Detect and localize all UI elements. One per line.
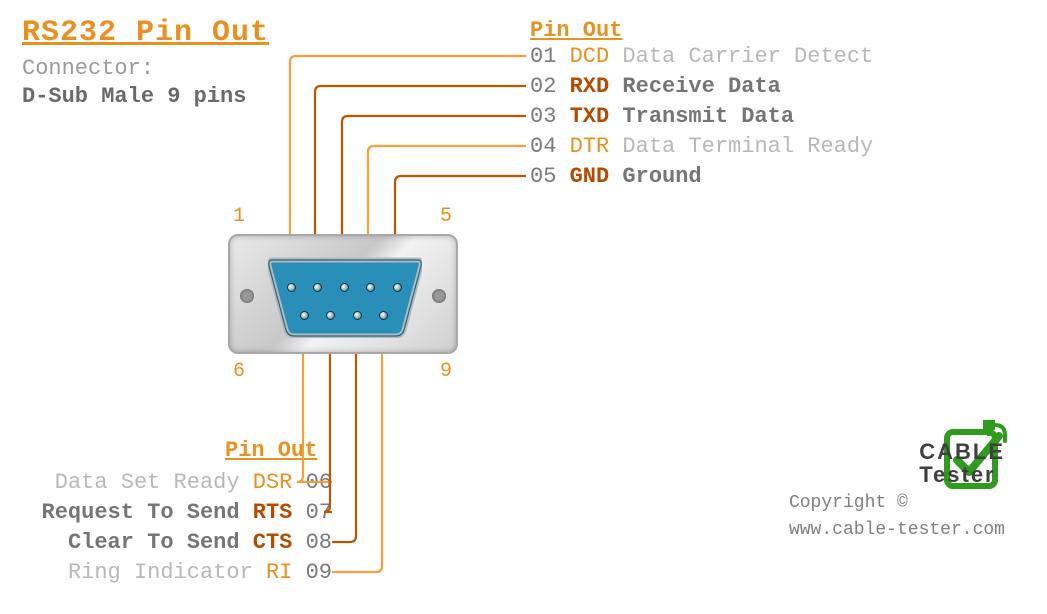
copyright-line2: www.cable-tester.com (789, 517, 1005, 544)
connector-pin (353, 311, 362, 320)
logo-line1: CABLE (919, 440, 1005, 463)
connector-pin (366, 283, 375, 292)
connector-pin (287, 283, 296, 292)
connector-pin (326, 311, 335, 320)
logo-text: CABLE Tester (919, 440, 1005, 486)
logo-line2: Tester (919, 463, 1005, 486)
connector-face (268, 254, 422, 338)
connector-pin (393, 283, 402, 292)
connector-pin (313, 283, 322, 292)
copyright: Copyright © www.cable-tester.com (789, 490, 1005, 544)
connector-pin (379, 311, 388, 320)
connector-pin (340, 283, 349, 292)
db9-connector (228, 234, 458, 354)
connector-pin (300, 311, 309, 320)
copyright-line1: Copyright © (789, 490, 1005, 517)
